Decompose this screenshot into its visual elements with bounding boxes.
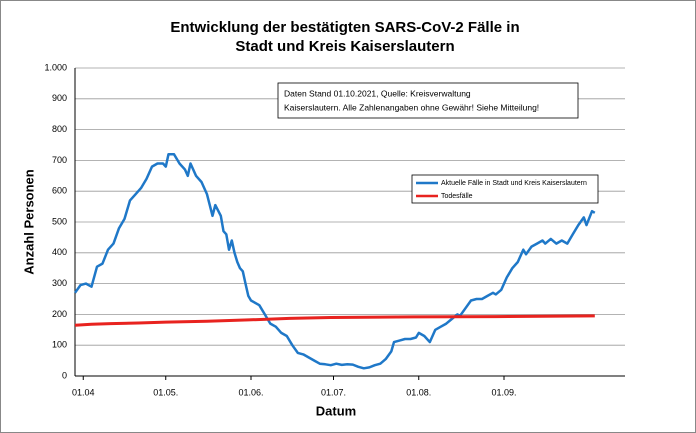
- y-tick-label: 800: [52, 124, 67, 134]
- y-axis-title: Anzahl Personen: [21, 169, 36, 275]
- series-line: [73, 152, 596, 370]
- annotation-box: [277, 82, 579, 119]
- chart-title: Entwicklung der bestätigten SARS-CoV-2 F…: [170, 19, 519, 36]
- x-tick-label: 01.09.: [491, 387, 516, 397]
- x-tick-label: 01.04: [72, 387, 95, 397]
- legend-label: Todesfälle: [441, 193, 473, 200]
- y-tick-label: 300: [52, 278, 67, 288]
- x-tick-label: 01.08.: [406, 387, 431, 397]
- y-tick-label: 500: [52, 216, 67, 226]
- annotation-text: Daten Stand 01.10.2021, Quelle: Kreisver…: [284, 88, 471, 98]
- y-tick-label: 1.000: [44, 62, 67, 72]
- y-tick-label: 0: [62, 370, 67, 380]
- chart-title: Stadt und Kreis Kaiserslautern: [235, 38, 454, 55]
- y-tick-label: 200: [52, 309, 67, 319]
- x-tick-label: 01.06.: [238, 387, 263, 397]
- series-line: [74, 314, 595, 327]
- legend-label: Aktuelle Fälle in Stadt und Kreis Kaiser…: [441, 180, 587, 187]
- x-axis-title: Datum: [316, 403, 356, 418]
- annotation-text: Kaiserslautern. Alle Zahlenangaben ohne …: [284, 102, 539, 112]
- x-tick-label: 01.05.: [153, 387, 178, 397]
- y-tick-label: 600: [52, 186, 67, 196]
- y-tick-label: 400: [52, 247, 67, 257]
- x-tick-label: 01.07.: [321, 387, 346, 397]
- y-tick-label: 100: [52, 340, 67, 350]
- y-tick-label: 900: [52, 93, 67, 103]
- legend-box: [411, 174, 599, 204]
- y-tick-label: 700: [52, 155, 67, 165]
